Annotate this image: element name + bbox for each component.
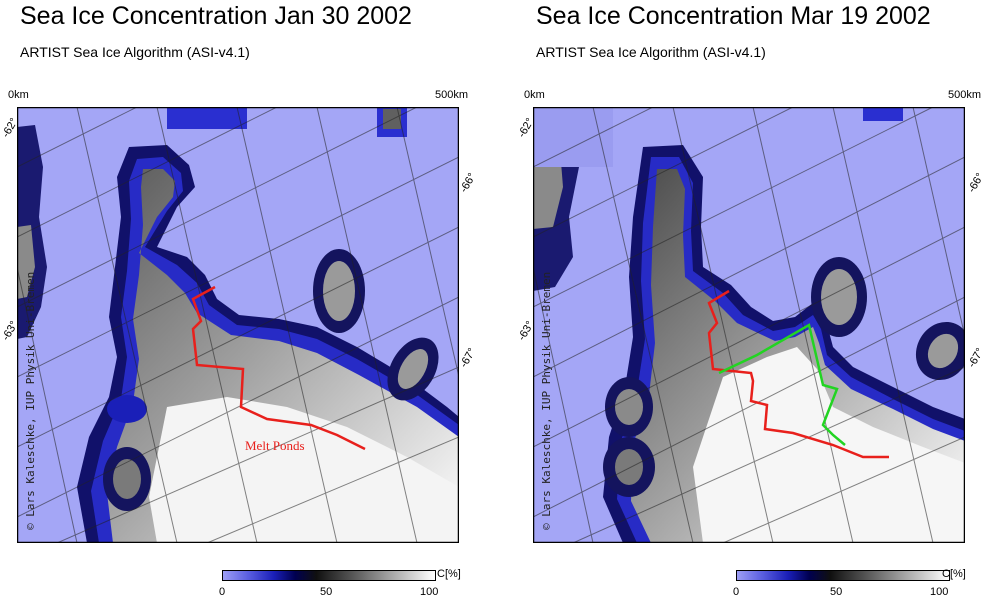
ice-floes [533,107,965,497]
panel-title: Sea Ice Concentration Jan 30 2002 [20,2,412,30]
map-frame [533,107,965,543]
scale-end-label: 500km [435,89,469,101]
lat-label: -67° [965,346,987,370]
sea-ice-map [17,107,459,543]
panel-subtitle: ARTIST Sea Ice Algorithm (ASI-v4.1) [536,44,766,60]
map-frame [17,107,459,543]
colorbar-tick: 100 [930,586,949,598]
credit-text: © Lars Kaleschke, IUP Physik Uni-Bremen [24,271,37,530]
sea-ice-map [533,107,965,543]
colorbar-tick: 50 [830,586,843,598]
graticule [533,107,965,543]
colorbar-tick: 0 [219,586,226,598]
melt-ponds-label: Melt Ponds [245,438,305,453]
scale-start-label: 0km [8,89,29,101]
colorbar-unit: C[%] [437,568,461,580]
colorbar-tick: 0 [733,586,740,598]
colorbar-unit: C[%] [942,568,966,580]
ice-bright-core [149,397,459,543]
melt-pond-boundary [707,289,889,459]
scale-start-label: 0km [524,89,545,101]
panel-title: Sea Ice Concentration Mar 19 2002 [536,2,931,30]
scale-end-label: 500km [948,89,982,101]
colorbar-tick: 50 [320,586,333,598]
ice-floes [103,107,439,511]
map-panel-jan: Sea Ice Concentration Jan 30 2002 ARTIST… [0,0,500,605]
graticule [17,107,459,543]
credit-text: © Lars Kaleschke, IUP Physik Uni-Bremen [540,271,553,530]
colorbar [222,570,436,581]
colorbar-tick: 100 [420,586,439,598]
lat-label: -66° [457,171,479,195]
lat-label: -66° [965,171,987,195]
coastal-ice-grey [17,225,35,299]
ice-edge-line [718,323,846,446]
map-panel-mar: Sea Ice Concentration Mar 19 2002 ARTIST… [516,0,1006,605]
panel-subtitle: ARTIST Sea Ice Algorithm (ASI-v4.1) [20,44,250,60]
colorbar [736,570,950,581]
melt-pond-boundary [191,285,366,451]
lat-label: -67° [457,346,479,370]
